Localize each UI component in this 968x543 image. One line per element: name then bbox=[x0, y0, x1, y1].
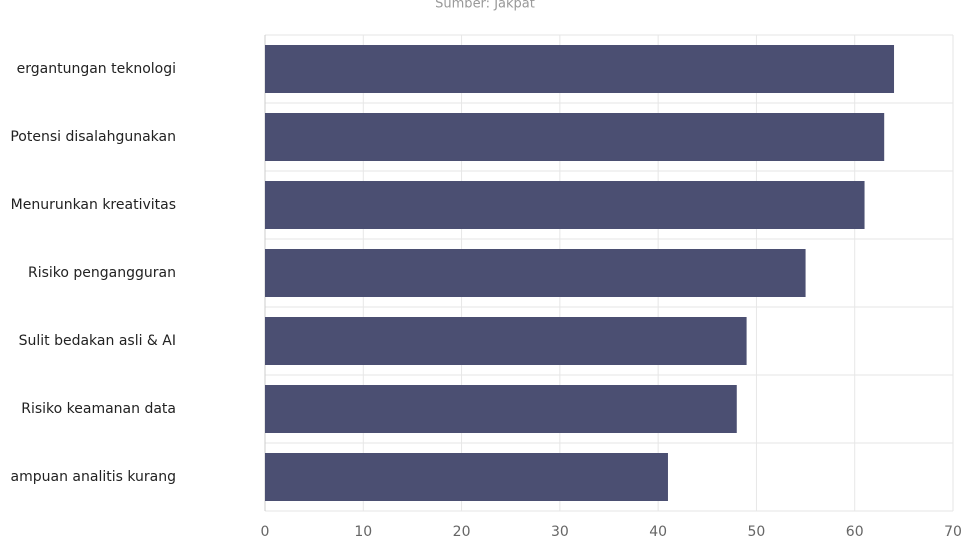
x-tick-label: 10 bbox=[354, 524, 372, 540]
y-tick-label: Menurunkan kreativitas bbox=[11, 197, 176, 213]
bar bbox=[265, 385, 737, 433]
x-tick-label: 20 bbox=[453, 524, 471, 540]
y-tick-label: Risiko pengangguran bbox=[28, 265, 176, 281]
x-tick-label: 0 bbox=[261, 524, 270, 540]
bar bbox=[265, 249, 806, 297]
y-tick-label: ergantungan teknologi bbox=[17, 61, 176, 77]
y-tick-label: Risiko keamanan data bbox=[21, 401, 176, 417]
y-tick-label: ampuan analitis kurang bbox=[11, 469, 176, 485]
chart-subtitle: Sumber: Jakpat bbox=[435, 0, 535, 12]
bar bbox=[265, 453, 668, 501]
x-tick-label: 30 bbox=[551, 524, 569, 540]
x-tick-label: 70 bbox=[944, 524, 962, 540]
y-tick-label: Potensi disalahgunakan bbox=[10, 129, 176, 145]
bar bbox=[265, 317, 747, 365]
bar bbox=[265, 45, 895, 93]
x-tick-label: 60 bbox=[846, 524, 864, 540]
x-tick-label: 50 bbox=[748, 524, 766, 540]
x-tick-label: 40 bbox=[649, 524, 667, 540]
y-tick-label: Sulit bedakan asli & AI bbox=[19, 333, 176, 349]
bar bbox=[265, 113, 885, 161]
bar bbox=[265, 181, 865, 229]
